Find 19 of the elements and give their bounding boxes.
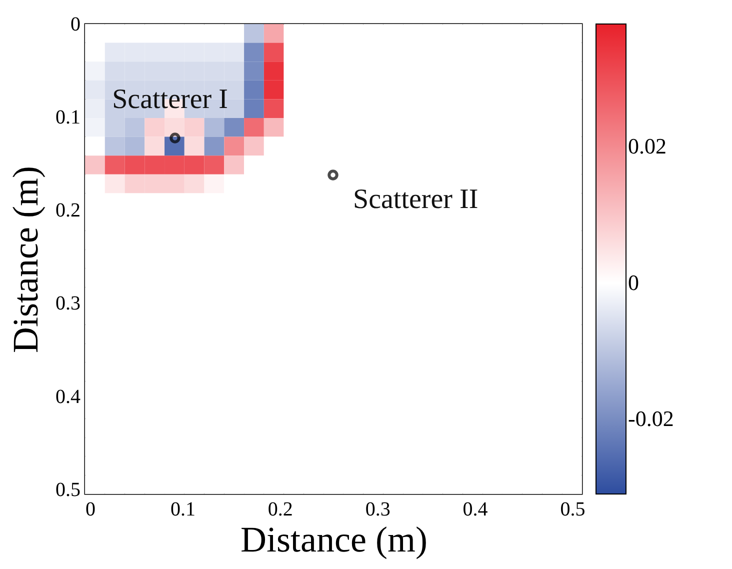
y-axis-title: Distance (m)	[6, 166, 46, 353]
y-tick-label: 0.4	[56, 386, 80, 408]
x-tick-label: 0.5	[560, 498, 586, 520]
x-tick-label: 0.3	[365, 498, 390, 520]
color-bar-label: 0	[628, 270, 639, 295]
y-tick-label: 0.3	[56, 292, 80, 315]
x-tick-label: 0	[86, 498, 96, 520]
x-tick-label: 0.4	[462, 498, 488, 520]
y-tick-label: 0.2	[56, 200, 80, 222]
y-tick-label: 0.5	[56, 478, 80, 501]
x-tick-label: 0.2	[268, 498, 293, 520]
x-tick-label: 0.1	[170, 498, 196, 520]
y-tick-label: 0.1	[56, 106, 80, 129]
annotation: Scatterer II	[353, 184, 478, 215]
color-bar-label: -0.02	[628, 406, 674, 432]
y-tick-label: 0	[70, 14, 80, 36]
x-axis-title: Distance (m)	[240, 520, 428, 560]
color-bar-label: 0.02	[628, 134, 666, 159]
annotation: Scatterer I	[112, 84, 228, 115]
